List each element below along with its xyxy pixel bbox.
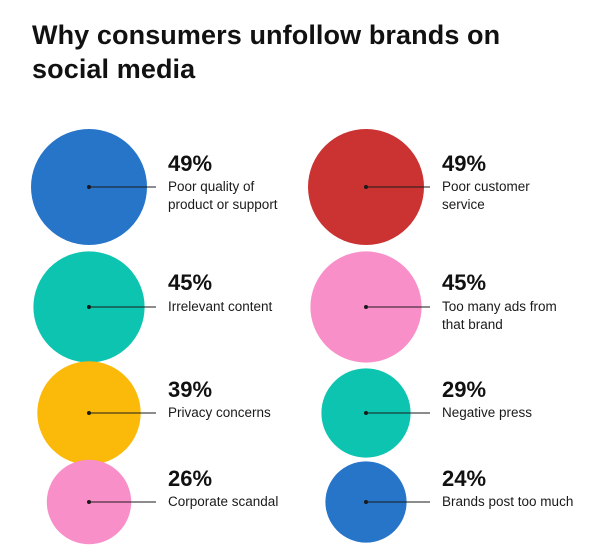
category-label-too-many-ads-from-that-brand: Too many ads from that brand [442,298,592,334]
category-label-line: Privacy concerns [168,405,271,420]
leader-dot-poor-quality-of-product-or-support [87,185,91,189]
category-label-poor-quality-of-product-or-support: Poor quality of product or support [168,178,318,214]
leader-dot-negative-press [364,411,368,415]
category-label-corporate-scandal: Corporate scandal [168,493,318,511]
category-label-line: that brand [442,317,503,332]
leader-dot-corporate-scandal [87,500,91,504]
category-label-line: service [442,197,485,212]
category-label-brands-post-too-much: Brands post too much [442,493,592,511]
chart-title: Why consumers unfollow brands on social … [32,20,501,84]
category-label-line: product or support [168,197,278,212]
category-label-line: Poor customer [442,179,530,194]
category-label-line: Brands post too much [442,494,574,509]
leader-dot-too-many-ads-from-that-brand [364,305,368,309]
percent-label-poor-customer-service: 49% [442,151,487,176]
percent-label-brands-post-too-much: 24% [442,466,487,491]
leader-dot-poor-customer-service [364,185,368,189]
category-label-line: Negative press [442,405,533,420]
percent-label-irrelevant-content: 45% [168,270,213,295]
category-label-line: Too many ads from [442,299,557,314]
category-label-line: Irrelevant content [168,299,273,314]
percent-label-privacy-concerns: 39% [168,377,213,402]
percent-label-corporate-scandal: 26% [168,466,213,491]
category-label-irrelevant-content: Irrelevant content [168,298,318,316]
percent-label-negative-press: 29% [442,377,487,402]
category-label-poor-customer-service: Poor customer service [442,178,592,214]
leader-dot-privacy-concerns [87,411,91,415]
category-label-line: Poor quality of [168,179,255,194]
percent-label-poor-quality-of-product-or-support: 49% [168,151,213,176]
leader-dot-brands-post-too-much [364,500,368,504]
category-label-line: Corporate scandal [168,494,279,509]
category-label-privacy-concerns: Privacy concerns [168,404,318,422]
leader-dot-irrelevant-content [87,305,91,309]
category-label-negative-press: Negative press [442,404,592,422]
percent-label-too-many-ads-from-that-brand: 45% [442,270,487,295]
